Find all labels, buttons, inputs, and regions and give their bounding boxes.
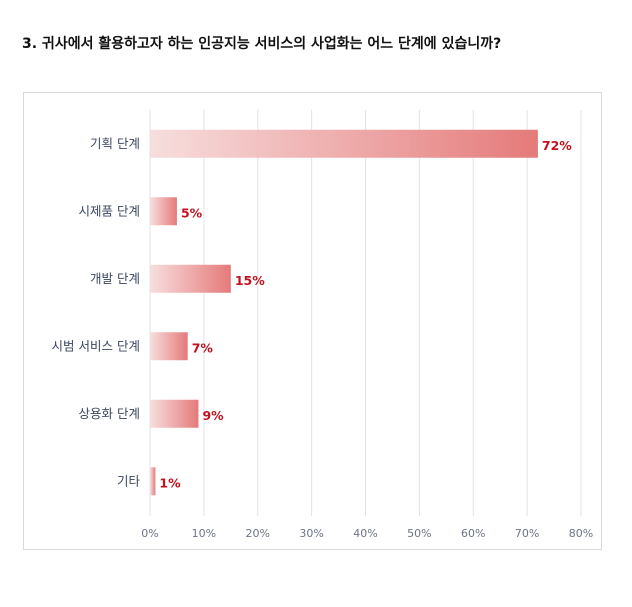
value-label: 1% bbox=[159, 475, 181, 490]
x-tick-label: 80% bbox=[569, 527, 593, 540]
category-label: 상용화 단계 bbox=[79, 406, 140, 421]
x-tick-label: 40% bbox=[353, 527, 377, 540]
bar bbox=[150, 399, 199, 428]
question-title: 3. 귀사에서 활용하고자 하는 인공지능 서비스의 사업화는 어느 단계에 있… bbox=[22, 36, 502, 52]
bar bbox=[150, 467, 156, 496]
x-tick-label: 30% bbox=[299, 527, 323, 540]
category-label: 기타 bbox=[117, 473, 141, 488]
x-tick-label: 20% bbox=[246, 527, 270, 540]
value-label: 15% bbox=[235, 273, 265, 288]
bar bbox=[150, 332, 188, 361]
x-tick-label: 50% bbox=[407, 527, 431, 540]
category-label: 시범 서비스 단계 bbox=[52, 338, 140, 353]
bar bbox=[150, 197, 177, 226]
x-tick-label: 60% bbox=[461, 527, 485, 540]
value-label: 9% bbox=[202, 408, 224, 423]
x-tick-label: 70% bbox=[515, 527, 539, 540]
bar bbox=[150, 264, 231, 293]
category-label: 기획 단계 bbox=[90, 136, 140, 151]
value-label: 5% bbox=[181, 205, 203, 220]
category-label: 개발 단계 bbox=[90, 271, 140, 286]
value-label: 72% bbox=[542, 138, 572, 153]
chart-frame bbox=[23, 92, 602, 550]
bar bbox=[150, 129, 538, 158]
value-label: 7% bbox=[192, 340, 214, 355]
x-tick-label: 0% bbox=[141, 527, 158, 540]
x-tick-label: 10% bbox=[192, 527, 216, 540]
category-label: 시제품 단계 bbox=[79, 203, 140, 218]
